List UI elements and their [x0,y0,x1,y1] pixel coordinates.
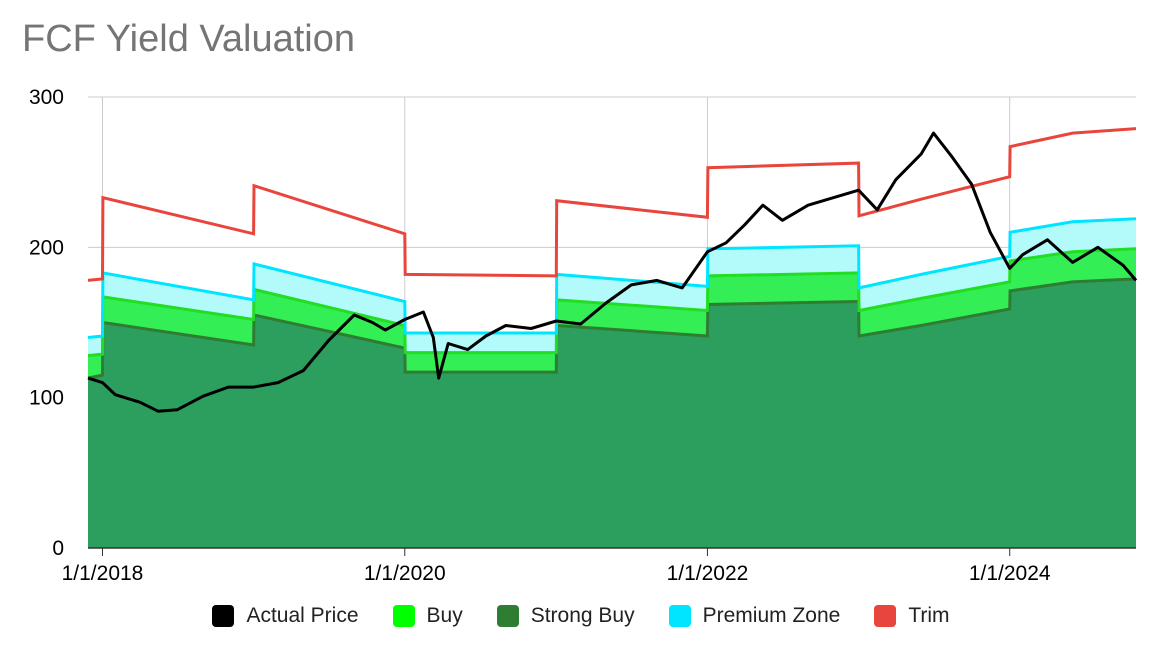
legend-swatch-strong-buy [496,605,519,627]
chart-title: FCF Yield Valuation [22,18,356,60]
premium-zone-area [88,218,1136,356]
legend: Actual Price Buy Strong Buy Premium Zone… [0,604,1162,628]
x-tick-label: 1/1/2018 [62,562,144,585]
y-tick-label: 0 [52,537,64,560]
premium-zone-line [87,217,1137,339]
strong-buy-area [88,278,1136,548]
series-lines [87,127,1138,413]
strong-buy-line [87,277,1137,380]
series-areas [88,218,1136,548]
legend-item-strong-buy[interactable]: Strong Buy [496,604,635,628]
legend-swatch-premium-zone [668,605,691,627]
legend-item-premium-zone[interactable]: Premium Zone [668,604,841,628]
legend-item-buy[interactable]: Buy [392,604,463,628]
actual-price-line [87,131,1138,413]
chart-plot: 0 100 200 300 1/1/2018 1/1/2020 1/1/2022 1/1/20… [29,86,1138,585]
legend-label-strong-buy: Strong Buy [530,604,635,627]
legend-label-trim: Trim [908,604,950,627]
trim-line [87,127,1137,282]
y-tick-label: 300 [29,86,64,109]
buy-area [88,248,1136,379]
legend-swatch-buy [392,605,415,627]
legend-item-actual-price[interactable]: Actual Price [212,604,359,628]
legend-swatch-trim [874,605,897,627]
legend-swatch-actual-price [212,605,235,627]
x-tick-label: 1/1/2024 [969,562,1051,585]
y-tick-label: 200 [29,236,64,259]
legend-label-premium-zone: Premium Zone [702,604,841,627]
buy-line [87,247,1137,358]
legend-item-trim[interactable]: Trim [874,604,950,628]
legend-label-buy: Buy [426,604,463,627]
x-tick-label: 1/1/2022 [667,562,749,585]
axes: 0 100 200 300 1/1/2018 1/1/2020 1/1/2022 1/1/20… [29,86,1136,585]
legend-label-actual-price: Actual Price [246,604,359,627]
y-tick-label: 100 [29,387,64,410]
x-tick-label: 1/1/2020 [364,562,446,585]
